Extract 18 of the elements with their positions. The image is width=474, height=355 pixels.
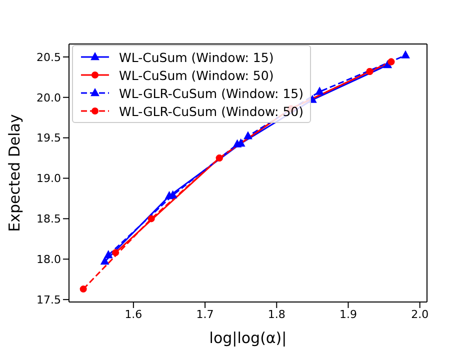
x-axis-title: log|log(α)| — [209, 329, 287, 347]
x-tick-label: 1.9 — [339, 308, 357, 321]
legend-label: WL-CuSum (Window: 50) — [119, 68, 274, 82]
x-tick-label: 1.8 — [268, 308, 286, 321]
legend-label: WL-CuSum (Window: 15) — [119, 50, 274, 64]
legend-label: WL-GLR-CuSum (Window: 50) — [119, 104, 304, 118]
y-tick-label: 19.5 — [36, 132, 61, 145]
x-tick-label: 2.0 — [411, 308, 429, 321]
y-tick-label: 18.5 — [36, 212, 61, 226]
legend-label: WL-GLR-CuSum (Window: 15) — [119, 86, 304, 100]
x-tick-label: 1.7 — [196, 308, 214, 321]
y-tick-label: 20.5 — [36, 50, 61, 64]
y-tick-label: 20.0 — [36, 91, 61, 104]
x-tick-label: 1.6 — [124, 308, 142, 321]
y-tick-label: 17.5 — [36, 293, 61, 306]
y-tick-label: 19.0 — [36, 172, 61, 186]
y-axis-title: Expected Delay — [5, 114, 24, 232]
y-tick-label: 18.0 — [36, 253, 61, 266]
